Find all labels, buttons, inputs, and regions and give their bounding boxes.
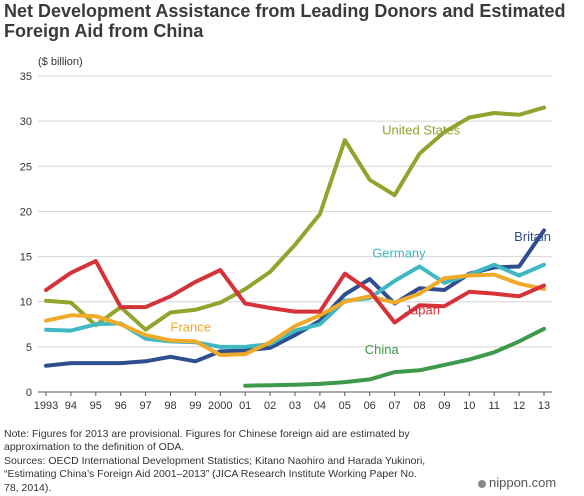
x-tick-label: 09 [438,400,450,412]
x-tick-label: 94 [65,400,77,412]
x-tick-label: 97 [139,400,151,412]
series-line-united-states [44,105,546,332]
y-tick-label: 15 [20,252,32,264]
x-tick-label: 96 [115,400,127,412]
logo-dot-icon [478,479,486,488]
series-line-france [44,272,546,357]
footnotes: Note: Figures for 2013 are provisional. … [4,428,504,495]
y-tick-label: 10 [20,297,32,309]
x-tick-label: 02 [264,400,276,412]
series-lines [44,105,546,388]
series-label-japan: Japan [405,302,440,317]
x-tick-label: 98 [164,400,176,412]
series-label-britain: Britain [514,229,551,244]
note-line-4: “Estimating China’s Foreign Aid 2001–201… [4,468,417,481]
series-label-united-states: United States [382,123,461,138]
series-label-france: France [171,320,211,335]
x-tick-label: 06 [364,400,376,412]
x-tick-label: 04 [314,400,326,412]
series-line-china [243,326,546,388]
note-line-3: Sources: OECD International Development … [4,454,426,467]
x-tick-label: 95 [90,400,102,412]
x-tick-label: 2000 [208,400,232,412]
x-tick-label: 10 [463,400,475,412]
x-tick-label: 05 [339,400,351,412]
x-tick-label: 08 [413,400,425,412]
y-tick-label: 20 [20,206,32,218]
series-label-china: China [365,342,400,357]
series-labels: United States Britain Germany France Japan Ch… [171,123,551,357]
nippon-logo: nippon.com [478,475,556,490]
grid-lines [38,75,552,348]
x-tick-label: 03 [289,400,301,412]
y-axis-unit-label: ($ billion) [38,56,83,68]
x-tick-label: 11 [488,400,499,412]
note-line-2: approximation to the definition of ODA. [4,441,185,454]
y-tick-label: 5 [26,342,32,354]
y-tick-label: 0 [26,387,32,399]
y-tick-label: 35 [20,71,32,83]
note-line-5: 78, 2014). [4,481,52,494]
x-tick-label: 1993 [34,400,58,412]
brand-text: nippon.com [489,475,557,490]
x-tick-label: 01 [239,400,251,412]
y-tick-label: 25 [20,161,32,173]
series-line-japan [44,259,546,325]
x-tick-label: 99 [189,400,201,412]
series-label-germany: Germany [372,245,426,260]
x-tick-label: 07 [388,400,400,412]
x-tick-label: 13 [538,400,550,412]
note-line-1: Note: Figures for 2013 are provisional. … [4,428,410,440]
x-tick-label: 12 [513,400,525,412]
chart-title: Net Development Assistance from Leading … [4,1,566,41]
y-tick-label: 30 [20,116,32,128]
series-line-britain [44,228,546,368]
